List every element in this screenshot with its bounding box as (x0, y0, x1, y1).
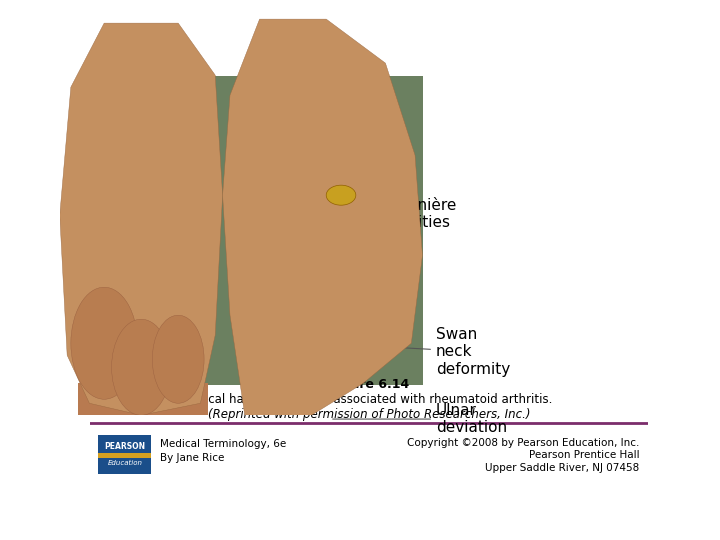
Text: Copyright ©2008 by Pearson Education, Inc.: Copyright ©2008 by Pearson Education, In… (408, 438, 639, 448)
Text: PEARSON: PEARSON (104, 442, 145, 451)
Text: By Jane Rice: By Jane Rice (160, 453, 224, 463)
Ellipse shape (112, 319, 171, 415)
Polygon shape (78, 383, 208, 415)
Text: Boutonnière
deformities: Boutonnière deformities (364, 198, 456, 230)
Ellipse shape (153, 315, 204, 403)
Text: Upper Saddle River, NJ 07458: Upper Saddle River, NJ 07458 (485, 463, 639, 472)
Bar (99, 435, 151, 474)
Polygon shape (60, 23, 222, 415)
Text: (Reprinted with permission of Photo Researchers, Inc.): (Reprinted with permission of Photo Rese… (208, 408, 530, 421)
Text: Figure 6.14: Figure 6.14 (329, 378, 409, 391)
Ellipse shape (71, 287, 138, 399)
Text: Pearson Prentice Hall: Pearson Prentice Hall (529, 450, 639, 460)
Text: Ulnar
deviation: Ulnar deviation (333, 403, 507, 435)
Bar (99, 453, 151, 458)
Bar (136, 77, 423, 384)
Text: Education: Education (107, 460, 143, 466)
Ellipse shape (326, 185, 356, 205)
Polygon shape (222, 19, 423, 415)
Text: Medical Terminology, 6e: Medical Terminology, 6e (160, 439, 286, 449)
Text: Swan
neck
deformity: Swan neck deformity (327, 327, 510, 376)
Text: Typical hand deformities associated with rheumatoid arthritis.: Typical hand deformities associated with… (185, 393, 553, 406)
